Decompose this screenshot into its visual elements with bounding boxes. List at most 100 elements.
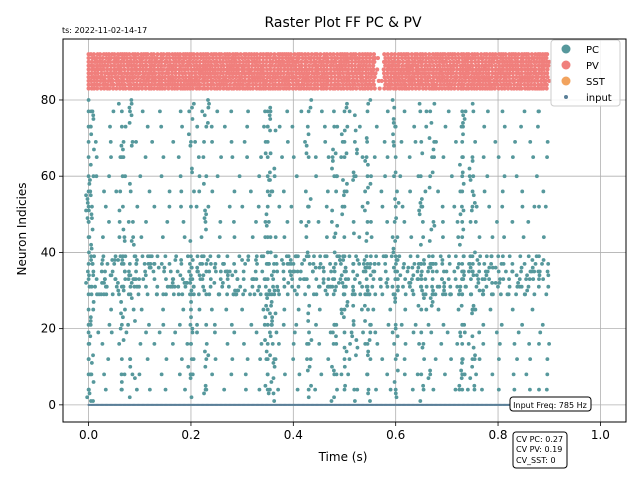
pv-spike <box>368 52 373 57</box>
pv-spike <box>205 67 210 72</box>
pv-spike <box>244 52 249 57</box>
pc-spike <box>300 261 304 266</box>
pv-spike <box>525 67 530 72</box>
pc-spike <box>87 250 91 255</box>
pc-spike <box>193 139 197 144</box>
pc-spike <box>86 174 91 179</box>
pv-spike <box>138 78 143 84</box>
pv-spike <box>452 86 457 91</box>
pc-spike <box>481 322 486 327</box>
cv-frame <box>512 431 568 469</box>
pc-spike <box>484 254 489 259</box>
pv-spike <box>117 86 122 91</box>
pv-spike <box>147 75 152 80</box>
pc-spike <box>134 261 139 266</box>
pc-spike <box>101 254 106 259</box>
pc-spike <box>452 269 457 274</box>
cv-pv-label: CV PV: 0.19 <box>516 445 562 454</box>
pc-spike <box>517 277 522 281</box>
pc-spike <box>401 284 405 289</box>
x-tick-label: 0.4 <box>284 428 303 442</box>
cv-sst-label: CV_SST: 0 <box>516 456 556 465</box>
pv-spike <box>110 78 115 84</box>
pv-spike <box>298 86 303 91</box>
pv-spike <box>234 59 239 64</box>
pv-spike <box>185 67 190 72</box>
pc-spike <box>430 269 435 274</box>
pc-spike <box>376 261 381 266</box>
pc-spike <box>363 265 368 270</box>
pc-spike <box>170 341 175 346</box>
pv-spike <box>462 63 467 68</box>
pc-spike <box>342 109 347 114</box>
pc-spike <box>203 220 208 224</box>
pc-spike <box>352 231 356 236</box>
pc-spike <box>162 269 167 274</box>
pc-spike <box>510 269 515 274</box>
pv-spike <box>177 63 182 68</box>
pc-spike <box>120 174 125 179</box>
legend-sst-marker <box>561 76 571 86</box>
pc-spike <box>191 284 196 289</box>
pv-spike <box>431 63 436 68</box>
pc-spike <box>392 380 397 384</box>
pc-spike <box>442 269 446 274</box>
pc-spike <box>213 261 218 266</box>
pc-spike <box>282 284 287 289</box>
pc-spike <box>131 307 136 312</box>
pv-spike <box>393 71 398 76</box>
pc-spike <box>243 288 247 293</box>
pc-spike <box>468 178 473 182</box>
pc-spike <box>294 174 299 179</box>
pc-spike <box>541 277 546 281</box>
pv-spike <box>483 82 488 87</box>
pv-spike <box>326 59 331 64</box>
pv-spike <box>262 71 267 76</box>
pc-spike <box>341 178 345 182</box>
pv-spike <box>465 75 471 80</box>
pc-spike <box>403 341 408 346</box>
pv-spike <box>187 59 192 64</box>
pc-spike <box>343 277 348 281</box>
pv-spike <box>309 52 314 57</box>
pc-spike <box>303 277 307 281</box>
pc-spike <box>87 235 92 240</box>
pv-spike <box>489 86 494 91</box>
pc-spike <box>460 170 465 175</box>
pc-spike <box>366 307 370 312</box>
pc-spike <box>165 220 170 224</box>
pc-spike <box>107 174 111 179</box>
pc-spike <box>267 193 272 198</box>
pc-spike <box>537 204 541 209</box>
pv-spike <box>213 67 218 72</box>
pc-spike <box>514 273 519 278</box>
pv-spike <box>410 86 415 91</box>
pc-spike <box>127 105 132 110</box>
pc-spike <box>91 300 96 304</box>
pc-spike <box>277 341 281 346</box>
pc-spike <box>364 239 369 243</box>
pv-spike <box>261 52 266 57</box>
pv-spike <box>367 59 372 64</box>
pv-spike <box>291 55 296 61</box>
pc-spike <box>119 387 124 392</box>
pc-spike <box>318 254 323 259</box>
y-tick-label: 40 <box>41 245 56 259</box>
pv-spike <box>417 86 422 91</box>
pc-spike <box>339 261 343 266</box>
pv-spike <box>254 52 260 57</box>
pc-spike <box>391 139 396 144</box>
pv-spike <box>478 67 483 72</box>
pc-spike <box>455 220 460 224</box>
pv-spike <box>480 59 485 64</box>
pc-spike <box>285 109 290 114</box>
pc-spike <box>333 288 337 293</box>
pc-spike <box>457 383 462 388</box>
pv-spike <box>130 71 136 76</box>
pc-spike <box>205 258 210 262</box>
pv-spike <box>172 78 177 84</box>
pc-spike <box>339 132 344 137</box>
pc-spike <box>480 387 484 392</box>
pc-spike <box>121 204 125 209</box>
